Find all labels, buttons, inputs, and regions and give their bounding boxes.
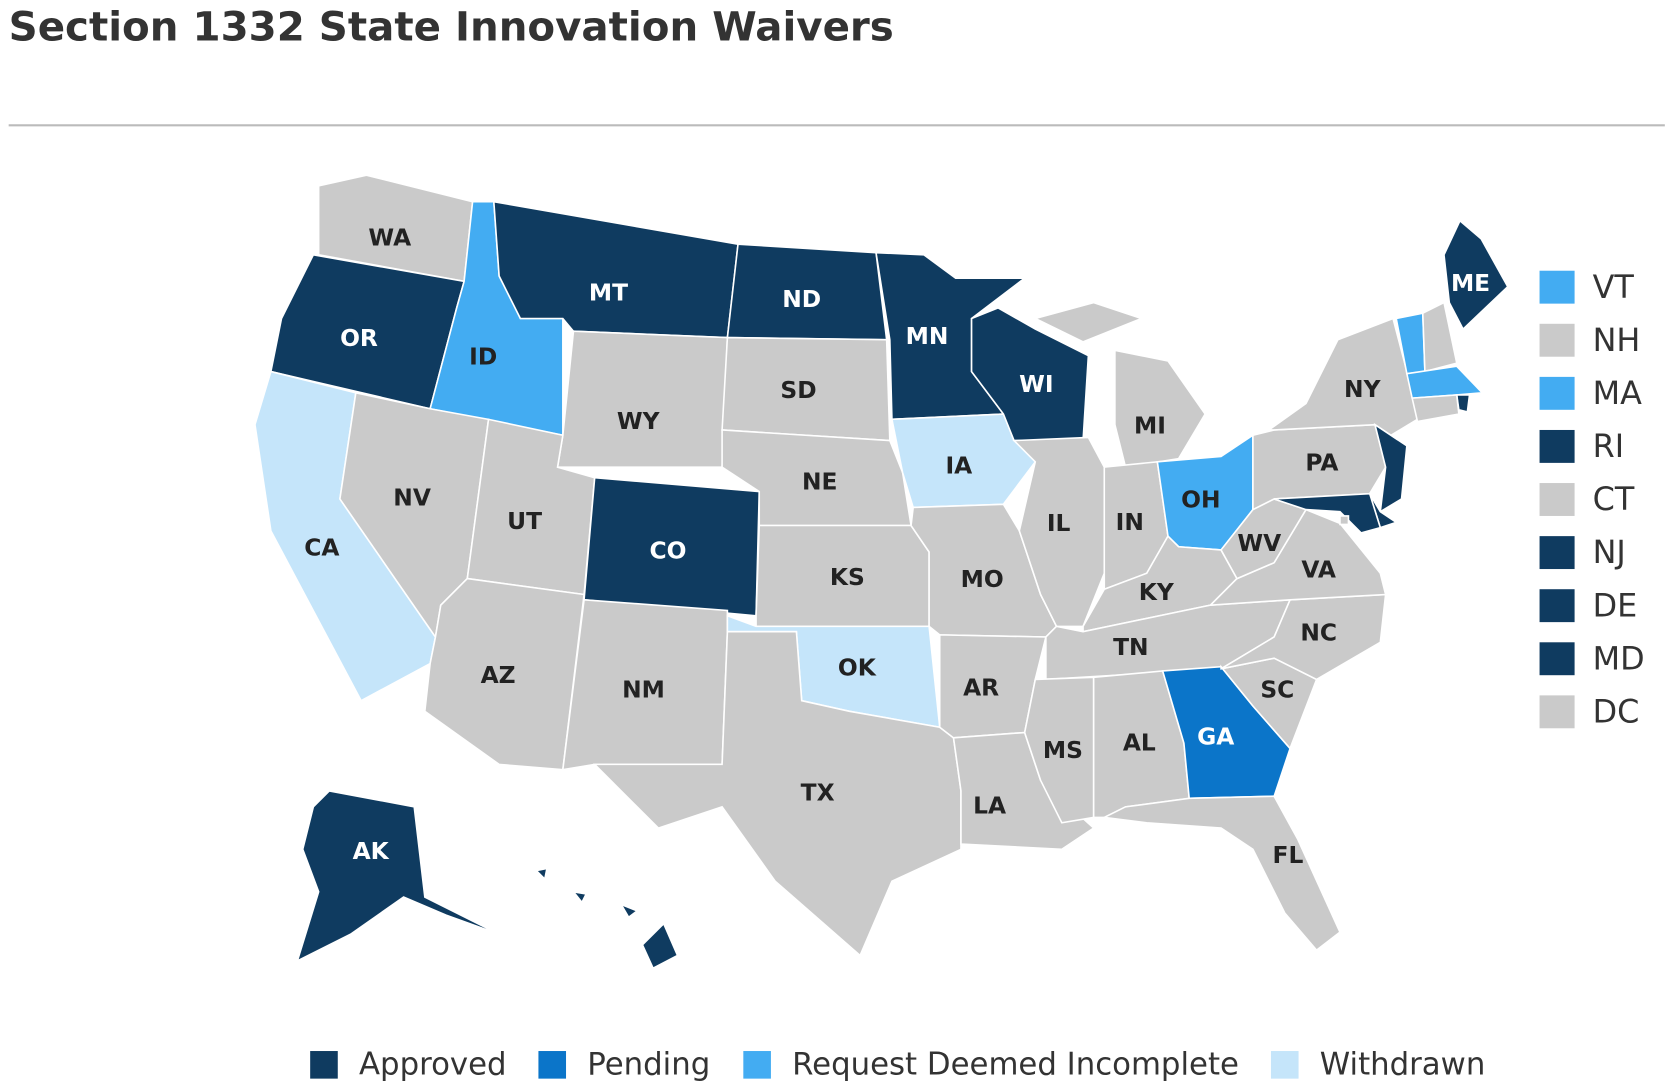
state-label: GA: [1197, 722, 1234, 750]
state-label: LA: [973, 791, 1006, 819]
state-label: FL: [1273, 841, 1304, 869]
state-label: VA: [1301, 556, 1336, 584]
state-label: NY: [1344, 375, 1382, 403]
state[interactable]: [1339, 515, 1350, 526]
state-label: SC: [1260, 676, 1294, 704]
state-label: AL: [1123, 729, 1156, 757]
state-label: IL: [1047, 509, 1071, 537]
state-label: IN: [1116, 508, 1144, 536]
map: [254, 174, 1509, 970]
side-legend-swatch: [1539, 270, 1575, 304]
side-legend-label: CT: [1593, 480, 1635, 518]
side-legend-swatch: [1539, 376, 1575, 410]
state-label: NV: [393, 483, 431, 511]
side-legend-label: NH: [1593, 321, 1641, 359]
state-label: ID: [469, 342, 497, 370]
state[interactable]: [619, 902, 639, 919]
map-labels: WA OR CA ID NV MT WY UT AZ CO NM ND SD NE KS OK TX MN IA MO…: [304, 223, 1490, 951]
state[interactable]: [1012, 436, 1106, 628]
state[interactable]: [1421, 301, 1458, 373]
state[interactable]: [1220, 593, 1387, 681]
state[interactable]: [1114, 349, 1207, 469]
state[interactable]: [1411, 394, 1460, 423]
state[interactable]: [1033, 301, 1144, 343]
side-legend-swatch: [1539, 323, 1575, 357]
state-label: OH: [1181, 486, 1220, 514]
state[interactable]: [641, 922, 679, 970]
state-label: AZ: [481, 661, 516, 689]
state-label: MT: [589, 279, 628, 307]
state-label: WV: [1237, 529, 1281, 557]
state-label: NM: [622, 676, 665, 704]
state-label: ND: [782, 285, 821, 313]
state[interactable]: [556, 330, 729, 468]
legend-label[interactable]: Request Deemed Incomplete: [792, 1046, 1239, 1082]
state-label: WY: [617, 407, 661, 435]
state-label: HI: [583, 923, 611, 951]
state-label: TX: [801, 779, 835, 807]
state[interactable]: [492, 200, 739, 339]
side-legend-label: MD: [1593, 639, 1645, 677]
side-legend-label: NJ: [1593, 533, 1626, 571]
legend-label[interactable]: Approved: [359, 1046, 507, 1082]
state-label: AK: [353, 837, 390, 865]
state-label: WI: [1019, 370, 1053, 398]
state-label: KY: [1139, 578, 1175, 606]
side-legend-label: MA: [1593, 374, 1642, 412]
state-label: PA: [1305, 448, 1338, 476]
state[interactable]: [534, 867, 548, 881]
state-label: MI: [1134, 411, 1166, 439]
state-label: OR: [340, 324, 378, 352]
state[interactable]: [1373, 422, 1408, 514]
state-label: KS: [830, 563, 865, 591]
state-label: MN: [906, 322, 949, 350]
legend-label[interactable]: Pending: [587, 1046, 710, 1082]
state[interactable]: [1273, 492, 1382, 534]
legend-swatch[interactable]: [743, 1051, 771, 1079]
state-label: SD: [780, 376, 816, 404]
legend-label[interactable]: Withdrawn: [1320, 1046, 1486, 1082]
side-legend: VT NH MA RI CT NJ DE MD DC: [1539, 268, 1645, 730]
state-label: WA: [368, 223, 411, 251]
side-legend-swatch: [1539, 536, 1575, 570]
state-label: CO: [649, 537, 686, 565]
state-label: AR: [963, 674, 999, 702]
side-legend-swatch: [1539, 695, 1575, 729]
state-label: UT: [507, 507, 542, 535]
legend-swatch[interactable]: [310, 1051, 338, 1079]
side-legend-swatch: [1539, 589, 1575, 623]
state-label: NC: [1300, 618, 1337, 646]
state[interactable]: [1443, 219, 1509, 331]
side-legend-label: DC: [1593, 692, 1640, 730]
state-label: IA: [945, 452, 972, 480]
state-label: CA: [304, 533, 339, 561]
state[interactable]: [296, 790, 500, 963]
state[interactable]: [592, 630, 962, 957]
state-label: NE: [802, 468, 837, 496]
state-label: OK: [838, 653, 877, 681]
state-label: ME: [1451, 269, 1490, 297]
legend-swatch[interactable]: [538, 1051, 567, 1079]
state[interactable]: [1101, 795, 1341, 952]
state[interactable]: [1405, 365, 1484, 399]
state-label: TN: [1113, 633, 1148, 661]
legend: Approved Pending Request Deemed Incomplete…: [310, 1046, 1485, 1082]
state-label: MS: [1043, 736, 1083, 764]
legend-swatch[interactable]: [1270, 1051, 1299, 1079]
side-legend-swatch: [1539, 642, 1575, 676]
state-label: MO: [961, 565, 1004, 593]
title: Section 1332 State Innovation Waivers: [9, 4, 894, 51]
side-legend-swatch: [1539, 483, 1575, 516]
side-legend-label: RI: [1593, 427, 1625, 465]
side-legend-label: DE: [1593, 586, 1638, 624]
state[interactable]: [571, 890, 588, 904]
side-legend-label: VT: [1593, 268, 1635, 306]
side-legend-swatch: [1539, 429, 1575, 463]
